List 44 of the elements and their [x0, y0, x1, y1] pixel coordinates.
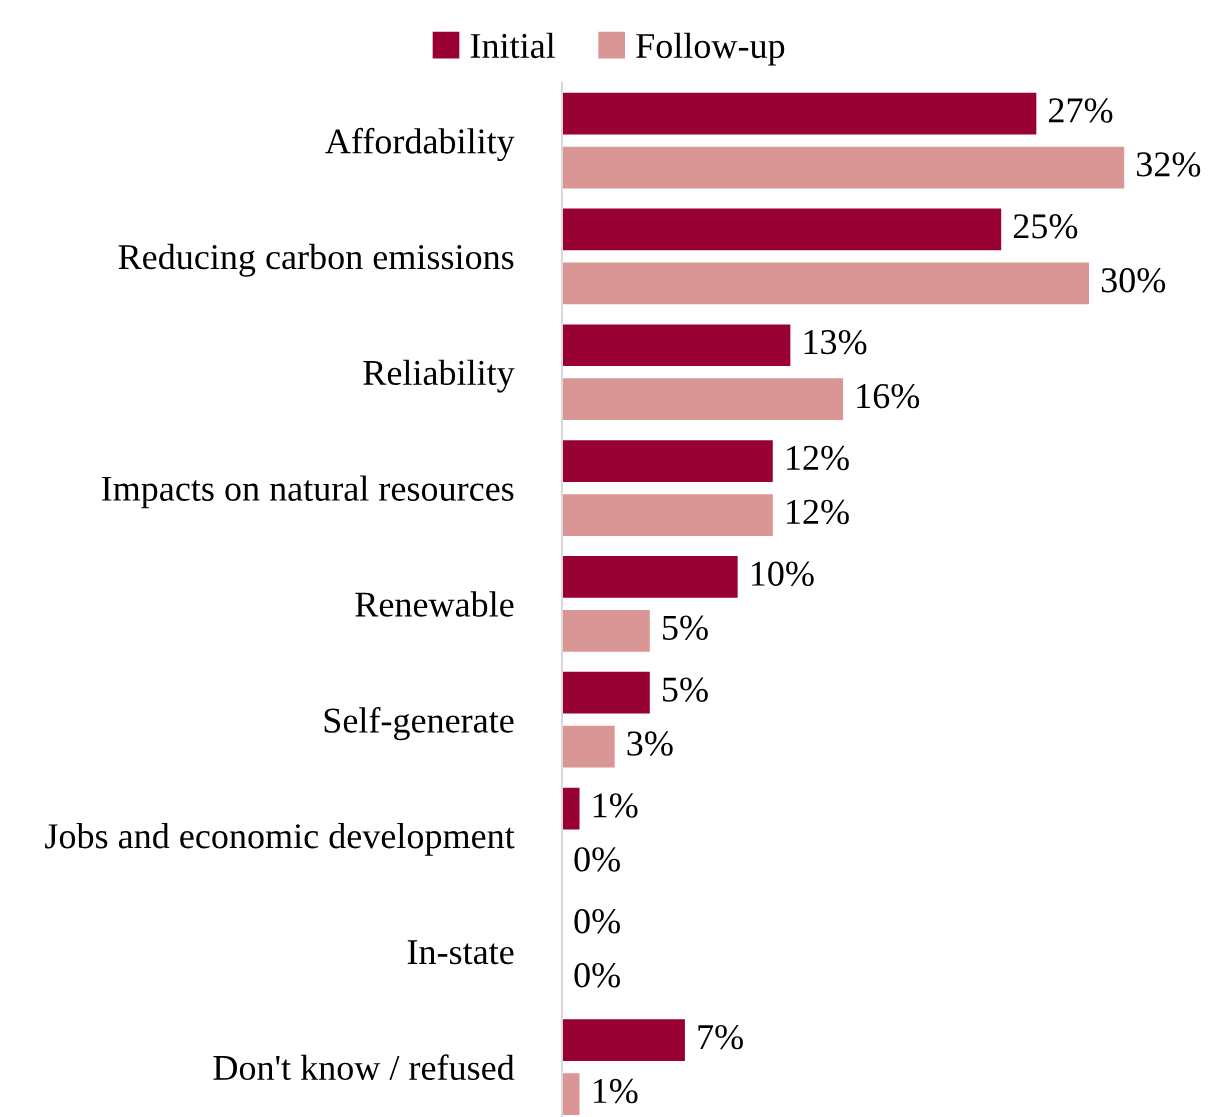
bar [561, 725, 615, 768]
data-label: 0% [574, 909, 620, 934]
bar [561, 787, 580, 830]
legend-label: Follow-up [636, 32, 785, 66]
y-tick-label: Impacts on natural resources [101, 475, 514, 509]
bar [561, 556, 738, 598]
y-tick-label: Don't know / refused [213, 1054, 515, 1081]
data-label: 13% [804, 329, 867, 355]
data-label: 5% [663, 677, 708, 702]
y-tick-label: Self-generate [324, 707, 514, 741]
data-label: 0% [574, 963, 620, 988]
data-label: 0% [574, 847, 620, 872]
data-label: 1% [593, 1078, 638, 1104]
bar [561, 1019, 685, 1062]
data-label: 5% [663, 615, 708, 641]
legend-label: Initial [470, 32, 555, 59]
bar [561, 378, 844, 421]
data-label: 30% [1101, 268, 1166, 293]
data-label: 1% [593, 793, 638, 818]
data-label: 25% [1013, 214, 1078, 239]
data-label: 7% [698, 1024, 743, 1050]
y-tick-label: In-state [407, 940, 514, 965]
data-label: 32% [1137, 152, 1201, 177]
bar [561, 494, 773, 536]
y-tick-label: Reducing carbon emissions [118, 243, 514, 277]
data-label: 12% [787, 445, 849, 471]
bar [561, 262, 1090, 305]
bar [561, 208, 1002, 251]
y-tick-label: Jobs and economic development [45, 823, 515, 856]
data-label: 16% [857, 383, 920, 409]
data-label: 12% [787, 499, 849, 525]
y-tick-label: Affordability [325, 127, 515, 162]
bar [561, 440, 773, 482]
y-tick-label: Reliability [363, 359, 515, 393]
bar [561, 610, 650, 652]
bar [561, 1073, 580, 1116]
y-tick-label: Renewable [355, 591, 514, 617]
bar [561, 92, 1037, 135]
data-label: 10% [751, 561, 814, 587]
bar [561, 324, 791, 367]
data-label: 27% [1049, 98, 1113, 123]
data-label: 3% [627, 731, 673, 756]
bar [561, 146, 1125, 189]
bar [561, 671, 650, 714]
